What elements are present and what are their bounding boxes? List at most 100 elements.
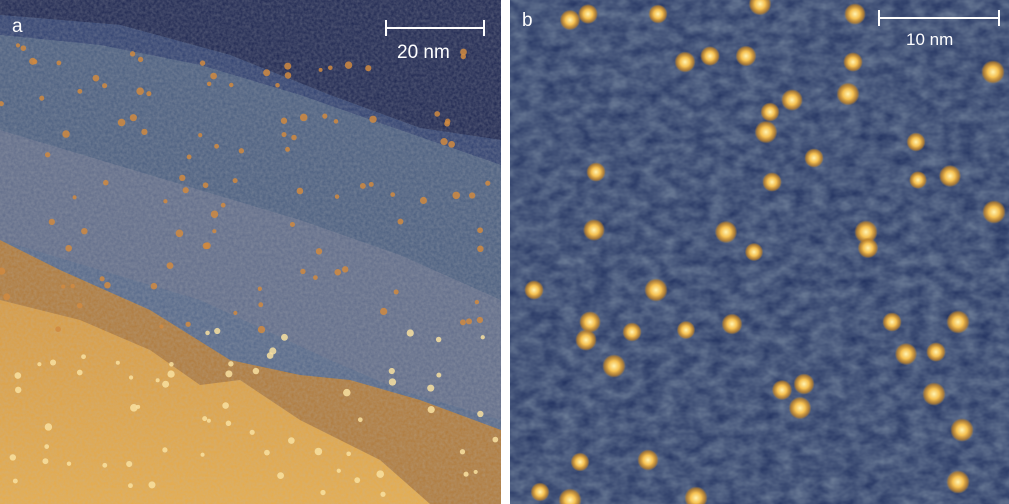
adatom	[357, 417, 363, 423]
adatom	[104, 281, 111, 289]
adatom	[700, 46, 720, 66]
adatom	[393, 289, 399, 295]
adatom	[200, 452, 205, 457]
adatom	[452, 191, 461, 200]
adatom	[463, 471, 469, 477]
adatom	[81, 354, 86, 360]
adatom	[735, 45, 757, 67]
adatom	[0, 101, 4, 107]
panel-label-b: b	[522, 10, 533, 31]
adatom	[202, 416, 208, 422]
adatom	[637, 449, 659, 471]
adatom	[9, 454, 17, 461]
adatom	[380, 491, 386, 497]
adatom	[102, 83, 108, 89]
adatom	[203, 242, 211, 250]
adatom	[102, 462, 108, 468]
adatom	[169, 361, 174, 367]
adatom	[473, 469, 478, 475]
adatom	[300, 268, 306, 275]
adatom	[754, 120, 778, 144]
adatom	[252, 367, 260, 375]
adatom	[793, 373, 815, 395]
adatom	[477, 245, 484, 253]
adatom	[162, 447, 168, 453]
adatom	[128, 483, 133, 489]
adatom	[474, 299, 480, 305]
stm-image-b: b 10 nm	[510, 0, 1009, 504]
adatom	[579, 311, 601, 333]
adatom	[854, 220, 878, 244]
adatom	[444, 120, 450, 127]
adatom	[314, 447, 323, 456]
adatom	[182, 187, 189, 194]
adatom	[257, 325, 266, 334]
adatom	[137, 56, 144, 63]
adatom	[281, 333, 288, 341]
adatom	[926, 342, 946, 362]
adatom	[249, 429, 255, 435]
adatom	[206, 418, 211, 423]
adatom	[291, 134, 297, 141]
adatom	[44, 152, 51, 158]
adatom	[460, 48, 467, 56]
adatom	[128, 375, 134, 380]
adatom	[492, 436, 499, 443]
adatom	[922, 382, 946, 406]
adatom	[906, 132, 926, 152]
adatom	[115, 360, 120, 365]
scale-bar-a	[385, 20, 485, 36]
adatom	[427, 405, 435, 414]
adatom	[285, 146, 291, 152]
adatom	[229, 82, 234, 88]
adatom	[460, 319, 466, 326]
adatom	[258, 302, 264, 308]
adatom	[39, 95, 45, 101]
adatom	[530, 482, 550, 502]
adatom	[843, 52, 863, 72]
adatom	[214, 327, 221, 335]
adatom	[334, 194, 340, 199]
adatom	[175, 229, 184, 238]
adatom	[781, 89, 803, 111]
adatom	[50, 359, 57, 366]
adatom	[76, 369, 83, 376]
adatom	[644, 278, 668, 302]
adatom	[130, 404, 138, 412]
adatom	[148, 481, 156, 489]
stm-image-b-surface	[510, 0, 1009, 504]
adatom	[376, 470, 385, 478]
adatom	[136, 87, 144, 95]
adatom	[336, 468, 341, 473]
adatom	[836, 82, 860, 106]
adatom	[328, 65, 333, 71]
adatom	[359, 182, 366, 189]
adatom	[264, 449, 270, 456]
adatom	[570, 452, 590, 472]
adatom	[714, 220, 738, 244]
adatom	[762, 172, 782, 192]
adatom	[129, 51, 136, 57]
adatom	[55, 326, 61, 333]
adatom	[214, 143, 220, 149]
adatom	[150, 282, 158, 290]
adatom	[388, 378, 397, 386]
adatom	[289, 221, 295, 227]
adatom	[397, 218, 404, 225]
adatom	[76, 302, 83, 309]
adatom	[365, 65, 372, 72]
adatom	[199, 60, 206, 66]
adatom	[12, 478, 18, 484]
adatom	[334, 268, 342, 276]
adatom	[126, 460, 133, 468]
adatom	[346, 451, 351, 457]
scale-bar-label-a: 20 nm	[397, 42, 450, 63]
adatom	[167, 370, 175, 378]
adatom	[315, 248, 323, 255]
adatom	[342, 266, 349, 273]
adatom	[62, 130, 70, 138]
adatom	[602, 354, 626, 378]
adatom	[390, 192, 396, 197]
adatom	[163, 199, 168, 204]
adatom	[788, 396, 812, 420]
